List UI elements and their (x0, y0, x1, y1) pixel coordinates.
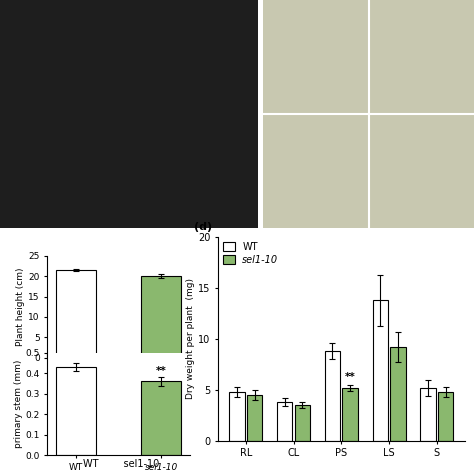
Bar (438, 392, 453, 441)
Y-axis label: primary stem (mm): primary stem (mm) (14, 360, 23, 448)
Bar (420, 388, 436, 441)
Bar (56, 367, 96, 455)
Text: WT        sel1-10: WT sel1-10 (83, 459, 159, 469)
Y-axis label: Dry weight per plant  (mg): Dry weight per plant (mg) (186, 278, 195, 400)
Bar (277, 402, 292, 441)
Bar (229, 392, 245, 441)
Legend: WT, sel1-10: WT, sel1-10 (223, 242, 278, 265)
Text: **: ** (345, 372, 356, 382)
Bar (390, 347, 406, 441)
Bar (295, 405, 310, 441)
Text: **: ** (156, 366, 166, 376)
Bar (141, 276, 181, 358)
Bar (343, 388, 358, 441)
Bar (56, 270, 96, 358)
Bar (373, 300, 388, 441)
Bar (141, 382, 181, 455)
Y-axis label: Plant height (cm): Plant height (cm) (17, 267, 26, 346)
Text: (d): (d) (194, 222, 212, 232)
Bar (325, 351, 340, 441)
Bar (247, 395, 262, 441)
